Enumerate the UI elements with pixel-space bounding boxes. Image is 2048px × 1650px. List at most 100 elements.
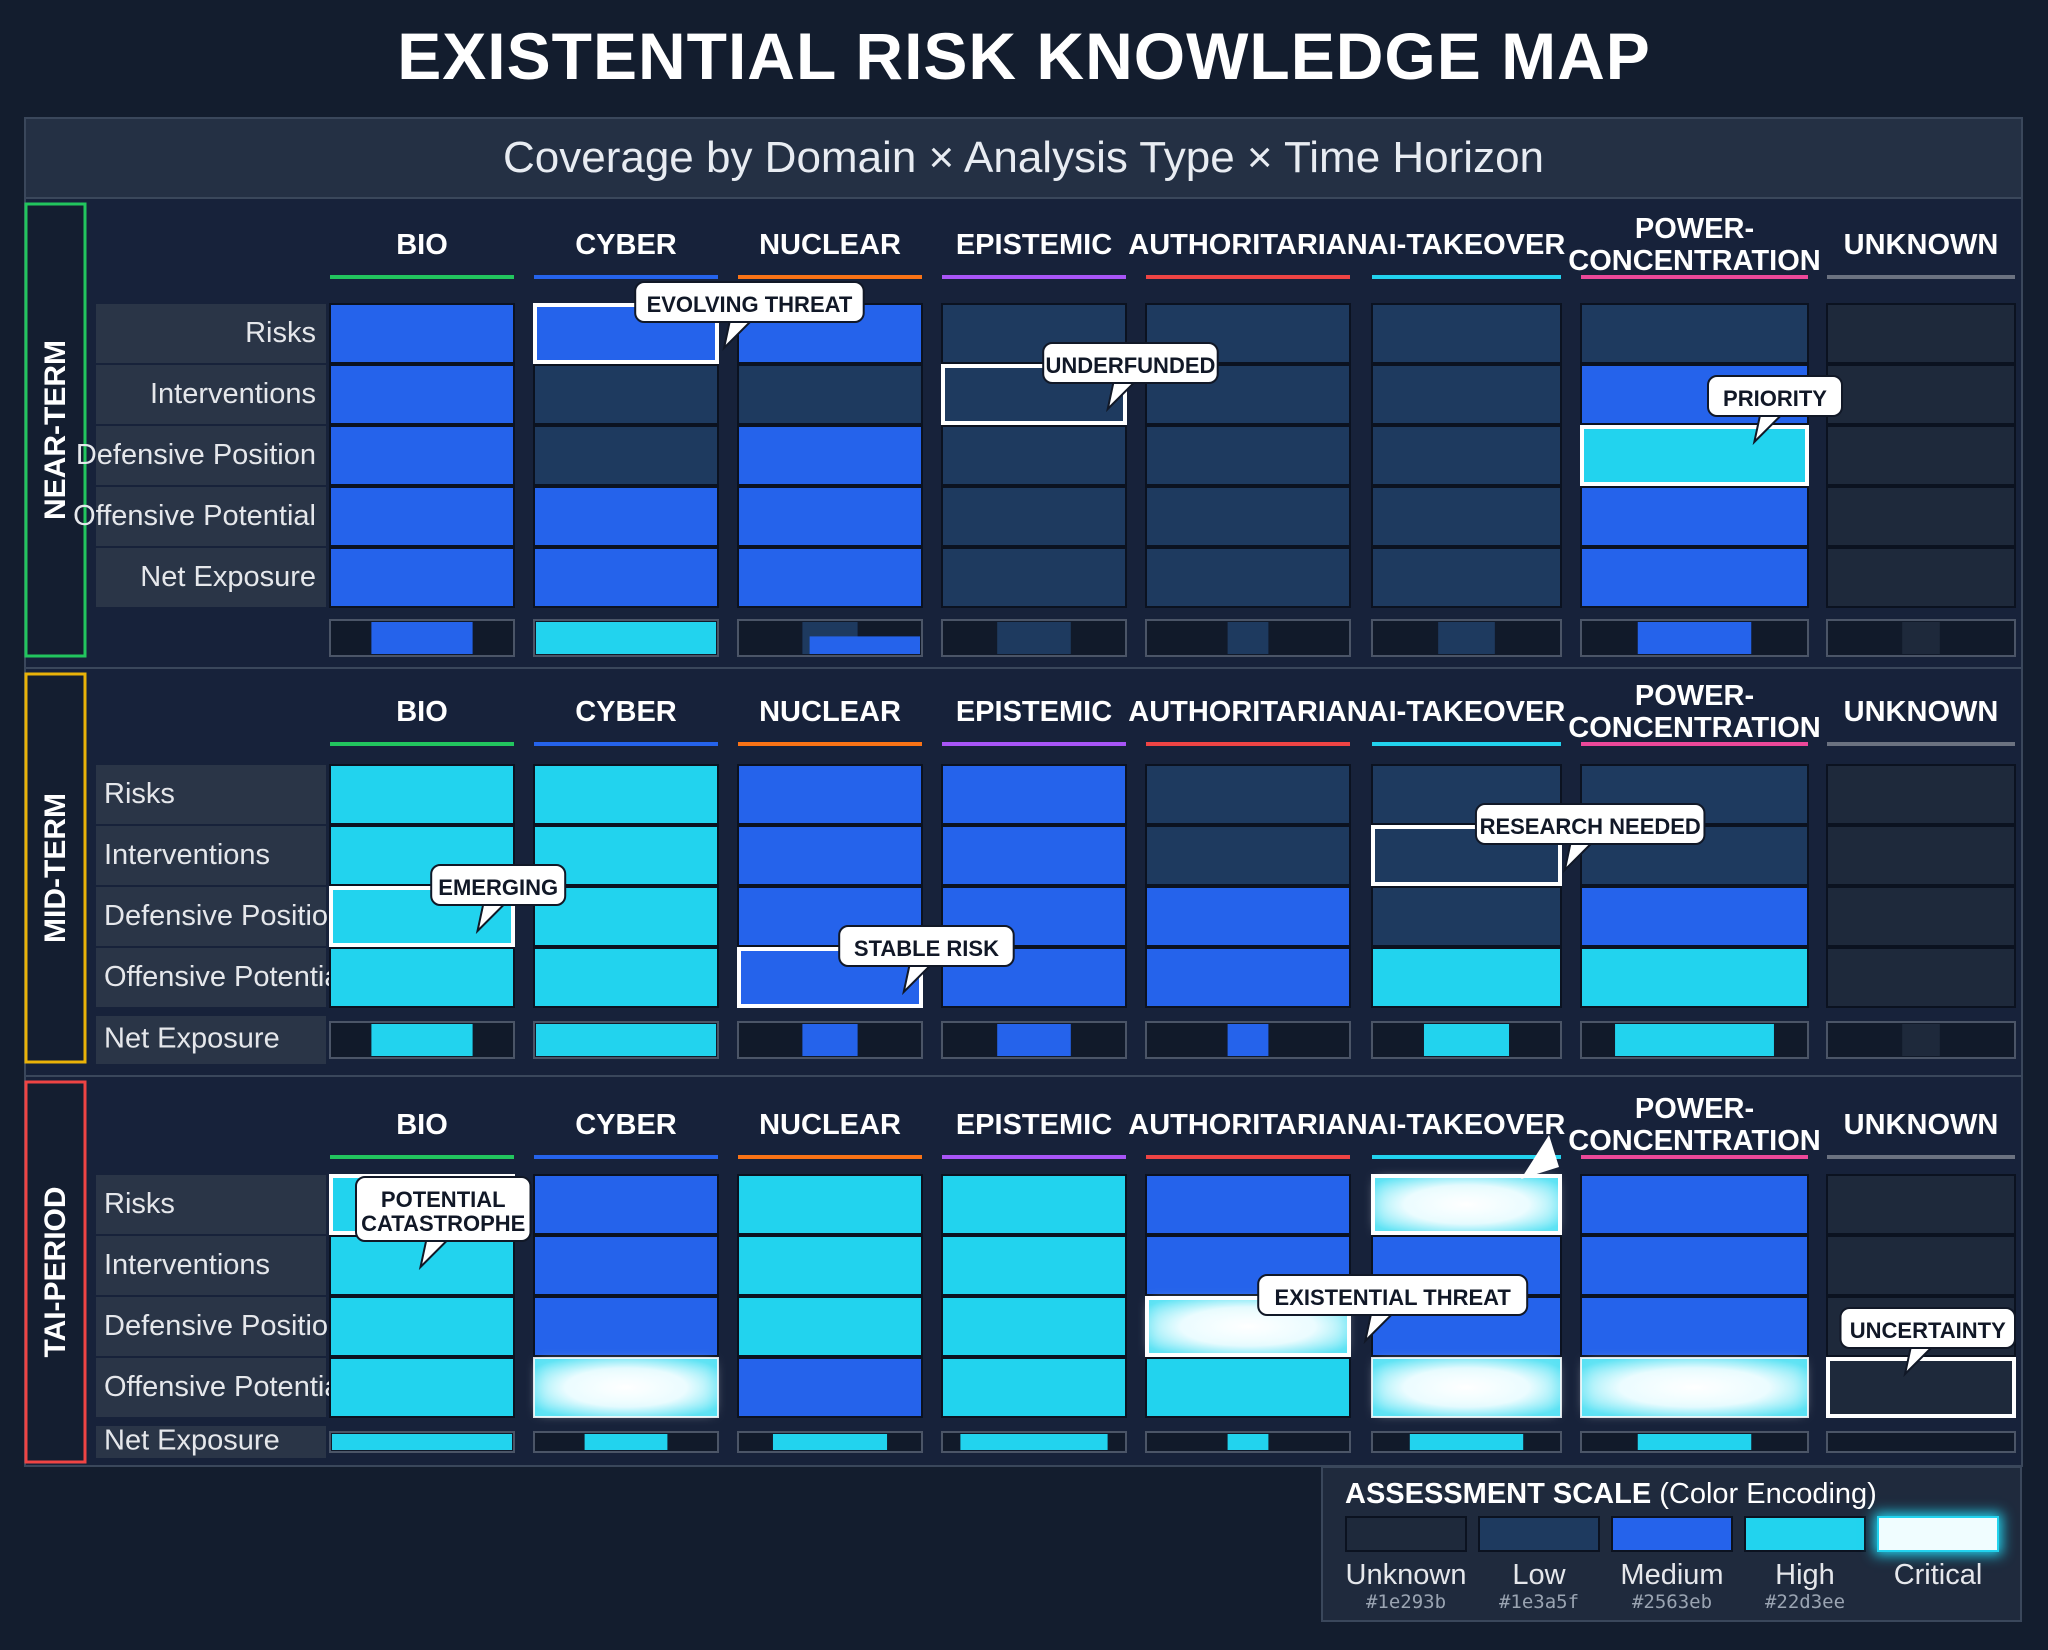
legend-label-low: Low [1512, 1559, 1566, 1591]
column-header-unknown-mid-term: UNKNOWN [1844, 696, 1999, 728]
cell-near-term-offensive-potential-cyber [533, 486, 719, 547]
row-label-offensive-potential-mid-term: Offensive Potential [104, 961, 347, 993]
column-header-cyber-tai-period: CYBER [575, 1109, 677, 1141]
cell-tai-period-offensive-potential-power-concentration [1580, 1357, 1809, 1418]
assessment-legend: ASSESSMENT SCALE (Color Encoding) Unknow… [1321, 1466, 2022, 1622]
row-label-bg [96, 426, 326, 485]
row-label-bg [96, 1358, 326, 1417]
callout-highlight [533, 303, 719, 364]
column-header-power-concentration-mid-term: POWER-CONCENTRATION [1568, 680, 1820, 744]
cell-near-term-net-exposure-cyber [533, 547, 719, 608]
cell-near-term-offensive-potential-ai-takeover [1371, 486, 1562, 547]
callout-highlight [1371, 1174, 1562, 1235]
cell-near-term-offensive-potential-authoritarian [1145, 486, 1351, 547]
cell-near-term-defensive-position-nuclear [737, 425, 923, 486]
column-header-line: UNKNOWN [1844, 229, 1999, 261]
column-header-line: EPISTEMIC [956, 1109, 1112, 1141]
cell-near-term-defensive-position-unknown [1826, 425, 2016, 486]
callout-bubble [430, 864, 567, 906]
column-header-line: EPISTEMIC [956, 229, 1112, 261]
cell-tai-period-defensive-position-cyber [533, 1296, 719, 1357]
cell-near-term-defensive-position-authoritarian [1145, 425, 1351, 486]
column-header-line: POWER- [1635, 1093, 1754, 1125]
cell-near-term-interventions-bio [329, 364, 515, 425]
column-header-line: CONCENTRATION [1568, 1125, 1820, 1157]
cell-mid-term-offensive-potential-bio [329, 947, 515, 1008]
cell-mid-term-offensive-potential-cyber [533, 947, 719, 1008]
callout-label-priority: PRIORITY [1723, 386, 1827, 411]
cell-near-term-net-exposure-ai-takeover [1371, 547, 1562, 608]
cell-near-term-defensive-position-power-concentration [1580, 425, 1809, 486]
column-header-authoritarian-mid-term: AUTHORITARIAN [1128, 696, 1368, 728]
column-underline-ai-takeover-mid-term [1372, 742, 1561, 746]
column-underline-authoritarian-tai-period [1146, 1155, 1350, 1159]
callout-label-research-needed: RESEARCH NEEDED [1480, 814, 1701, 839]
cell-near-term-defensive-position-ai-takeover [1371, 425, 1562, 486]
column-header-line: AUTHORITARIAN [1128, 229, 1368, 261]
callout-label-underfunded: UNDERFUNDED [1046, 353, 1216, 378]
column-header-bio-near-term: BIO [396, 229, 448, 261]
column-underline-power-concentration-near-term [1581, 275, 1808, 279]
cell-tai-period-offensive-potential-epistemic [941, 1357, 1127, 1418]
net-exposure-bar-power-concentration-mid-term [1615, 1024, 1774, 1056]
column-underline-epistemic-tai-period [942, 1155, 1126, 1159]
callout-highlight [737, 947, 923, 1008]
cell-near-term-net-exposure-unknown [1826, 547, 2016, 608]
column-header-line: BIO [396, 696, 448, 728]
cell-tai-period-risks-ai-takeover [1371, 1174, 1562, 1235]
column-underline-unknown-near-term [1827, 275, 2015, 279]
row-label-offensive-potential-tai-period: Offensive Potential [104, 1371, 347, 1403]
cell-mid-term-defensive-position-authoritarian [1145, 886, 1351, 947]
row-label-bg [96, 1175, 326, 1234]
net-exposure-bar-cyber-tai-period [584, 1434, 668, 1450]
legend-hex-medium: #2563eb [1631, 1591, 1713, 1613]
cell-near-term-risks-unknown [1826, 303, 2016, 364]
column-header-line: AI-TAKEOVER [1368, 1109, 1566, 1141]
cell-near-term-offensive-potential-power-concentration [1580, 486, 1809, 547]
column-header-line: AUTHORITARIAN [1128, 1109, 1368, 1141]
callout-label-evolving-threat: EVOLVING THREAT [647, 292, 853, 317]
column-underline-epistemic-mid-term [942, 742, 1126, 746]
row-label-bg [96, 365, 326, 424]
net-exposure-bar-authoritarian-mid-term [1227, 1024, 1269, 1056]
row-label-bg [96, 765, 326, 824]
legend-label-medium: Medium [1620, 1559, 1724, 1591]
net-exposure-bar-ai-takeover-tai-period [1409, 1434, 1524, 1450]
legend-hex-unknown: #1e293b [1365, 1591, 1447, 1613]
legend-label-unknown: Unknown [1345, 1559, 1467, 1591]
legend-title-rest: (Color Encoding) [1651, 1478, 1877, 1510]
row-label-bg [96, 948, 326, 1007]
cell-mid-term-offensive-potential-ai-takeover [1371, 947, 1562, 1008]
cell-near-term-interventions-cyber [533, 364, 719, 425]
net-exposure-bar-epistemic-mid-term [997, 1024, 1071, 1056]
cell-tai-period-offensive-potential-bio [329, 1357, 515, 1418]
cell-near-term-offensive-potential-bio [329, 486, 515, 547]
legend-hex-low: #1e3a5f [1498, 1591, 1580, 1613]
column-header-unknown-near-term: UNKNOWN [1844, 229, 1999, 261]
cell-mid-term-risks-bio [329, 764, 515, 825]
column-underline-nuclear-tai-period [738, 1155, 922, 1159]
row-label-interventions-mid-term: Interventions [104, 839, 270, 871]
net-exposure-bar-unknown-mid-term [1902, 1024, 1940, 1056]
section-label-mid-term: MID-TERM [39, 793, 72, 943]
row-label-offensive-potential-near-term: Offensive Potential [73, 500, 316, 532]
row-label-risks-near-term: Risks [245, 317, 316, 349]
net-exposure-bar-epistemic-near-term [997, 622, 1071, 654]
column-header-authoritarian-tai-period: AUTHORITARIAN [1128, 1109, 1368, 1141]
cell-tai-period-interventions-nuclear [737, 1235, 923, 1296]
cell-tai-period-defensive-position-epistemic [941, 1296, 1127, 1357]
cell-tai-period-risks-nuclear [737, 1174, 923, 1235]
row-label-defensive-position-near-term: Defensive Position [76, 439, 316, 471]
legend-title: ASSESSMENT SCALE (Color Encoding) [1345, 1478, 1877, 1511]
row-label-defensive-position-tai-period: Defensive Position [104, 1310, 344, 1342]
legend-swatch-critical [1877, 1516, 1999, 1552]
column-underline-nuclear-mid-term [738, 742, 922, 746]
column-header-epistemic-tai-period: EPISTEMIC [956, 1109, 1112, 1141]
cell-near-term-net-exposure-power-concentration [1580, 547, 1809, 608]
column-header-unknown-tai-period: UNKNOWN [1844, 1109, 1999, 1141]
cell-mid-term-interventions-nuclear [737, 825, 923, 886]
column-header-line: NUCLEAR [759, 696, 901, 728]
cell-mid-term-defensive-position-power-concentration [1580, 886, 1809, 947]
callout-label-existential-threat: EXISTENTIAL THREAT [1275, 1285, 1512, 1310]
